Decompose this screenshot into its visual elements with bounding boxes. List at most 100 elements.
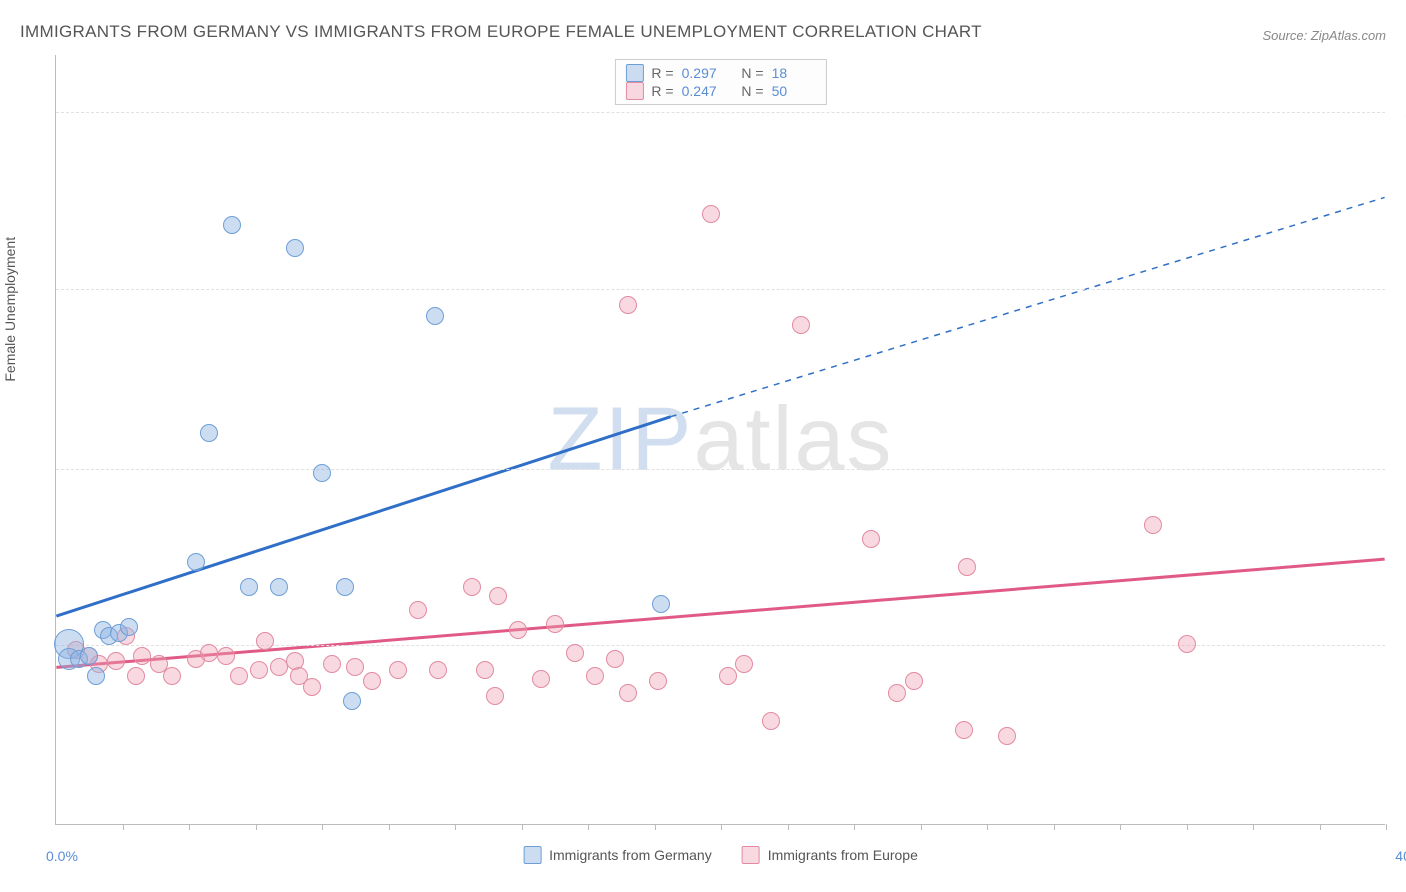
x-tick (389, 824, 390, 830)
trendline-extrapolated-germany (671, 197, 1385, 416)
data-point-europe (619, 296, 637, 314)
data-point-europe (1178, 635, 1196, 653)
x-tick (854, 824, 855, 830)
plot-area: ZIPatlas R = 0.297 N = 18 R = 0.247 N = … (55, 55, 1385, 825)
x-tick (1187, 824, 1188, 830)
r-label: R = (651, 65, 673, 81)
data-point-europe (127, 667, 145, 685)
legend-item-germany: Immigrants from Germany (523, 846, 712, 864)
data-point-europe (250, 661, 268, 679)
data-point-germany (120, 618, 138, 636)
data-point-germany (652, 595, 670, 613)
watermark-zip: ZIP (547, 389, 693, 489)
x-tick (123, 824, 124, 830)
x-tick (1054, 824, 1055, 830)
data-point-germany (336, 578, 354, 596)
gridline-h (56, 112, 1385, 113)
x-tick (522, 824, 523, 830)
source-attribution: Source: ZipAtlas.com (1262, 28, 1386, 43)
chart-title: IMMIGRANTS FROM GERMANY VS IMMIGRANTS FR… (20, 22, 982, 42)
data-point-europe (389, 661, 407, 679)
y-tick-label: 6.3% (1390, 637, 1406, 653)
n-label: N = (734, 83, 764, 99)
data-point-germany (240, 578, 258, 596)
legend-item-europe: Immigrants from Europe (742, 846, 918, 864)
watermark: ZIPatlas (547, 388, 893, 491)
data-point-germany (313, 464, 331, 482)
x-tick (1253, 824, 1254, 830)
y-tick-label: 18.8% (1390, 281, 1406, 297)
n-label: N = (734, 65, 764, 81)
data-point-europe (107, 652, 125, 670)
data-point-germany (187, 553, 205, 571)
series-legend: Immigrants from Germany Immigrants from … (523, 846, 918, 864)
x-tick (987, 824, 988, 830)
swatch-germany (625, 64, 643, 82)
legend-row-europe: R = 0.247 N = 50 (625, 82, 815, 100)
data-point-europe (133, 647, 151, 665)
data-point-europe (346, 658, 364, 676)
gridline-h (56, 289, 1385, 290)
data-point-europe (363, 672, 381, 690)
data-point-europe (905, 672, 923, 690)
data-point-europe (649, 672, 667, 690)
data-point-europe (702, 205, 720, 223)
x-tick (322, 824, 323, 830)
data-point-europe (792, 316, 810, 334)
x-tick (1120, 824, 1121, 830)
data-point-europe (619, 684, 637, 702)
n-value-germany: 18 (772, 65, 816, 81)
swatch-germany (523, 846, 541, 864)
data-point-europe (606, 650, 624, 668)
series-label-germany: Immigrants from Germany (549, 847, 712, 863)
data-point-europe (958, 558, 976, 576)
data-point-europe (486, 687, 504, 705)
data-point-germany (286, 239, 304, 257)
x-tick (921, 824, 922, 830)
data-point-europe (429, 661, 447, 679)
data-point-europe (888, 684, 906, 702)
x-axis-min-label: 0.0% (46, 848, 78, 864)
data-point-europe (546, 615, 564, 633)
data-point-germany (343, 692, 361, 710)
data-point-europe (735, 655, 753, 673)
data-point-germany (80, 647, 98, 665)
data-point-europe (217, 647, 235, 665)
watermark-atlas: atlas (693, 389, 893, 489)
x-tick (455, 824, 456, 830)
data-point-europe (955, 721, 973, 739)
data-point-germany (426, 307, 444, 325)
trendline-germany (56, 417, 670, 616)
gridline-h (56, 469, 1385, 470)
swatch-europe (625, 82, 643, 100)
data-point-europe (586, 667, 604, 685)
data-point-europe (509, 621, 527, 639)
data-point-europe (463, 578, 481, 596)
x-tick (788, 824, 789, 830)
data-point-europe (1144, 516, 1162, 534)
swatch-europe (742, 846, 760, 864)
x-tick (189, 824, 190, 830)
r-value-germany: 0.297 (682, 65, 726, 81)
data-point-germany (270, 578, 288, 596)
x-axis-max-label: 40.0% (1395, 848, 1406, 864)
data-point-europe (719, 667, 737, 685)
data-point-germany (223, 216, 241, 234)
n-value-europe: 50 (772, 83, 816, 99)
r-label: R = (651, 83, 673, 99)
x-tick (655, 824, 656, 830)
data-point-europe (489, 587, 507, 605)
data-point-europe (762, 712, 780, 730)
r-value-europe: 0.247 (682, 83, 726, 99)
x-tick (256, 824, 257, 830)
data-point-europe (303, 678, 321, 696)
data-point-europe (270, 658, 288, 676)
data-point-germany (87, 667, 105, 685)
data-point-europe (409, 601, 427, 619)
legend-row-germany: R = 0.297 N = 18 (625, 64, 815, 82)
data-point-europe (862, 530, 880, 548)
data-point-europe (476, 661, 494, 679)
x-tick (721, 824, 722, 830)
series-label-europe: Immigrants from Europe (768, 847, 918, 863)
data-point-europe (163, 667, 181, 685)
